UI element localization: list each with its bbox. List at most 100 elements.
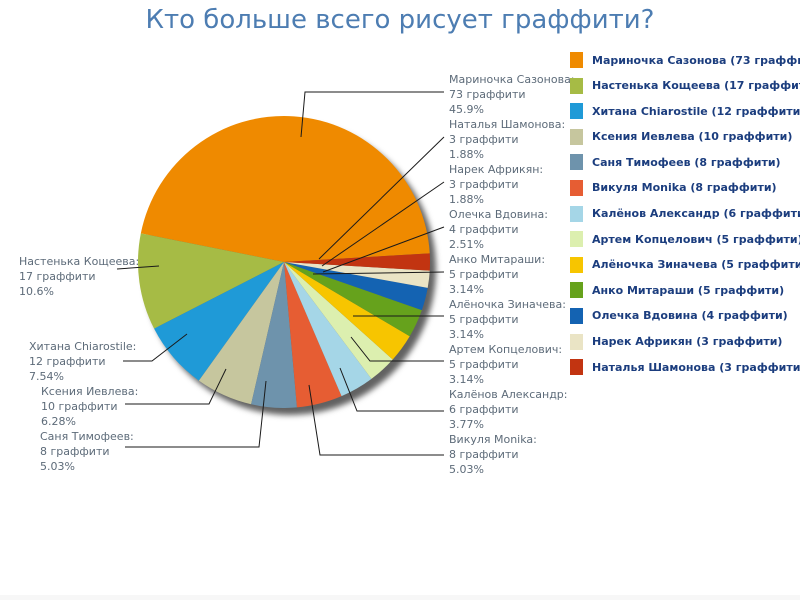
callout-pct: 3.77% <box>449 418 484 431</box>
callout-line-10 <box>322 226 445 273</box>
callout-line-11 <box>321 181 445 267</box>
callout-name: Саня Тимофеев: <box>40 430 134 443</box>
pie-callout-9: Анко Митараши: 5 граффити 3.14% <box>449 252 545 297</box>
legend-label: Саня Тимофеев (8 граффити) <box>592 155 781 169</box>
legend-item-2[interactable]: Хитана Chiarostile (12 граффити) <box>570 103 800 120</box>
callout-line-12 <box>318 136 445 260</box>
callout-line-5 <box>308 384 444 456</box>
callout-line-7 <box>350 336 444 362</box>
legend-item-12[interactable]: Наталья Шамонова (3 граффити) <box>570 359 800 376</box>
callout-pct: 3.14% <box>449 283 484 296</box>
callout-pct: 1.88% <box>449 148 484 161</box>
legend-swatch <box>570 282 583 299</box>
legend-swatch <box>570 154 583 171</box>
callout-value: 8 граффити <box>40 445 110 458</box>
legend-item-9[interactable]: Анко Митараши (5 граффити) <box>570 282 800 299</box>
legend-item-7[interactable]: Артем Копцелович (5 граффити) <box>570 231 800 248</box>
callout-pct: 10.6% <box>19 285 54 298</box>
legend-label: Алёночка Зиначева (5 граффити) <box>592 258 800 272</box>
legend-item-3[interactable]: Ксения Иевлева (10 граффити) <box>570 128 800 145</box>
pie-slice-12[interactable] <box>284 253 430 271</box>
pie-callout-4: Саня Тимофеев: 8 граффити 5.03% <box>40 429 134 474</box>
callout-pct: 7.54% <box>29 370 64 383</box>
callout-name: Наталья Шамонова: <box>449 118 566 131</box>
legend-label: Наталья Шамонова (3 граффити) <box>592 360 800 374</box>
legend-swatch <box>570 77 583 94</box>
pie-callout-0: Мариночка Сазонова: 73 граффити 45.9% <box>449 72 575 117</box>
legend-label: Калёнов Александр (6 граффити) <box>592 207 800 221</box>
callout-name: Викуля Monika: <box>449 433 537 446</box>
callout-value: 73 граффити <box>449 88 526 101</box>
callout-line-1 <box>116 265 160 270</box>
legend-item-4[interactable]: Саня Тимофеев (8 граффити) <box>570 154 800 171</box>
chart-title: Кто больше всего рисует граффити? <box>145 5 655 35</box>
legend-item-0[interactable]: Мариночка Сазонова (73 граффити) <box>570 52 800 68</box>
pie-slice-3[interactable] <box>198 262 284 405</box>
callout-value: 3 граффити <box>449 178 519 191</box>
callout-name: Калёнов Александр: <box>449 388 568 401</box>
callout-value: 17 граффити <box>19 270 96 283</box>
legend-label: Олечка Вдовина (4 граффити) <box>592 309 788 323</box>
callout-value: 3 граффити <box>449 133 519 146</box>
legend: Мариночка Сазонова (73 граффити) Настеньк… <box>570 52 800 385</box>
pie-callout-10: Олечка Вдовина: 4 граффити 2.51% <box>449 207 548 252</box>
pie-slice-4[interactable] <box>251 262 297 408</box>
callout-value: 8 граффити <box>449 448 519 461</box>
callout-name: Мариночка Сазонова: <box>449 73 575 86</box>
legend-label: Мариночка Сазонова (73 граффити) <box>592 53 800 67</box>
callout-name: Ксения Иевлева: <box>41 385 139 398</box>
pie-callout-11: Нарек Африкян: 3 граффити 1.88% <box>449 162 543 207</box>
pie-slice-7[interactable] <box>284 262 393 379</box>
pie-slice-5[interactable] <box>284 262 342 408</box>
legend-swatch <box>570 307 583 324</box>
callout-name: Анко Митараши: <box>449 253 546 266</box>
footer-strip <box>0 595 800 600</box>
legend-swatch <box>570 205 583 222</box>
callout-line-4 <box>125 380 267 448</box>
pie-callout-5: Викуля Monika: 8 граффити 5.03% <box>449 432 537 477</box>
legend-label: Артем Копцелович (5 граффити) <box>592 232 800 246</box>
callout-value: 6 граффити <box>449 403 519 416</box>
legend-item-1[interactable]: Настенька Кощеева (17 граффити) <box>570 77 800 94</box>
callout-line-2 <box>123 333 188 362</box>
callout-line-9 <box>312 271 445 275</box>
pie-callout-3: Ксения Иевлева: 10 граффити 6.28% <box>41 384 138 429</box>
legend-swatch <box>570 52 583 68</box>
legend-swatch <box>570 231 583 248</box>
pie-callout-7: Артем Копцелович: 5 граффити 3.14% <box>449 342 562 387</box>
legend-swatch <box>570 179 583 196</box>
pie-slice-1[interactable] <box>137 233 284 329</box>
pie-callout-6: Калёнов Александр: 6 граффити 3.77% <box>449 387 568 432</box>
legend-label: Викуля Monika (8 граффити) <box>592 181 777 195</box>
legend-swatch <box>570 359 583 376</box>
callout-name: Хитана Chiarostile: <box>29 340 137 353</box>
callout-name: Настенька Кощеева: <box>19 255 140 268</box>
legend-label: Нарек Африкян (3 граффити) <box>592 335 783 349</box>
legend-item-11[interactable]: Нарек Африкян (3 граффити) <box>570 333 800 350</box>
pie-callout-2: Хитана Chiarostile: 12 граффити 7.54% <box>29 339 136 384</box>
callout-name: Артем Копцелович: <box>449 343 563 356</box>
callout-value: 4 граффити <box>449 223 519 236</box>
legend-item-8[interactable]: Алёночка Зиначева (5 граффити) <box>570 256 800 273</box>
callout-value: 12 граффити <box>29 355 106 368</box>
pie-slice-9[interactable] <box>284 262 422 337</box>
legend-item-6[interactable]: Калёнов Александр (6 граффити) <box>570 205 800 222</box>
callout-value: 5 граффити <box>449 313 519 326</box>
callout-pct: 2.51% <box>449 238 484 251</box>
legend-swatch <box>570 103 583 120</box>
legend-swatch <box>570 333 583 350</box>
pie-slice-2[interactable] <box>154 262 284 381</box>
pie-slice-11[interactable] <box>284 262 430 288</box>
callout-pct: 3.14% <box>449 373 484 386</box>
callout-line-6 <box>339 367 444 412</box>
legend-swatch <box>570 256 583 273</box>
pie-callout-1: Настенька Кощеева: 17 граффити 10.6% <box>19 254 139 299</box>
callout-lines <box>116 91 445 456</box>
pie-slice-6[interactable] <box>284 262 372 397</box>
legend-item-10[interactable]: Олечка Вдовина (4 граффити) <box>570 307 800 324</box>
legend-item-5[interactable]: Викуля Monika (8 граффити) <box>570 179 800 196</box>
pie-slice-0[interactable] <box>140 116 430 263</box>
callout-name: Алёночка Зиначева: <box>449 298 566 311</box>
pie-slice-8[interactable] <box>284 262 410 360</box>
